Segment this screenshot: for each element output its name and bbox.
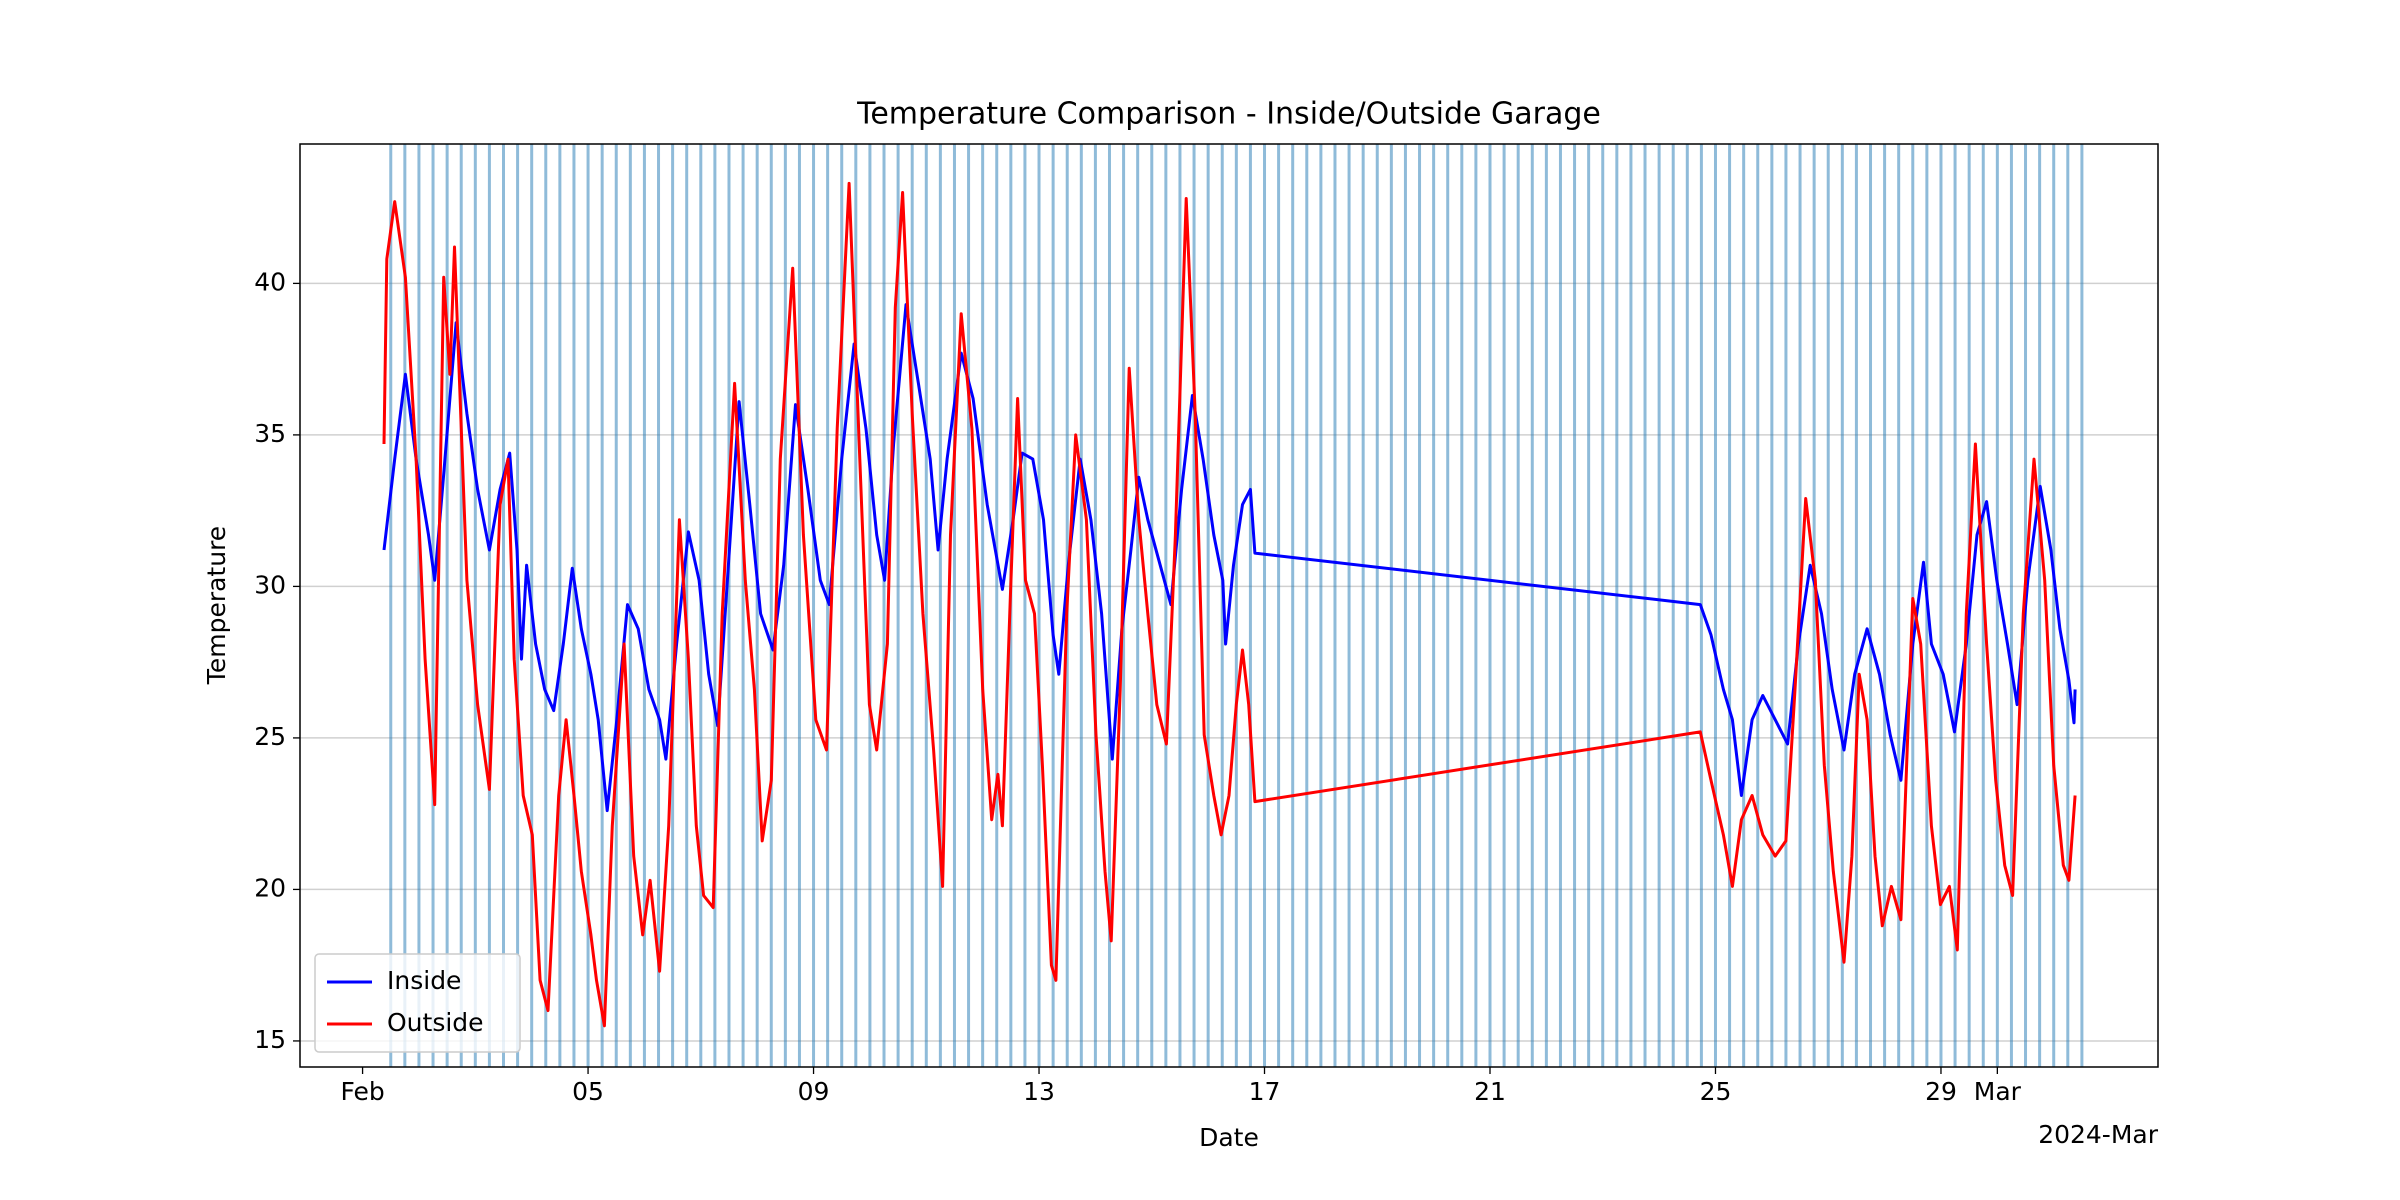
series-line [382, 181, 2077, 1028]
series-line [382, 303, 2077, 813]
y-tick-label: 25 [254, 722, 286, 751]
chart-title: Temperature Comparison - Inside/Outside … [856, 97, 1601, 132]
x-tick-label: 29 [1925, 1077, 1957, 1106]
x-tick-label: 13 [1023, 1077, 1055, 1106]
y-tick-label: 30 [254, 570, 286, 599]
x-tick-label: Feb [340, 1077, 384, 1106]
legend-label: Inside [387, 966, 461, 995]
x-tick-label: Mar [1974, 1077, 2022, 1106]
legend-label: Outside [387, 1008, 484, 1037]
x-tick-label: 25 [1700, 1077, 1732, 1106]
y-tick-label: 40 [254, 267, 286, 296]
x-tick-label: 09 [798, 1077, 830, 1106]
y-tick-label: 15 [254, 1025, 286, 1054]
x-tick-label: 17 [1249, 1077, 1281, 1106]
y-tick-label: 20 [254, 873, 286, 902]
y-tick-label: 35 [254, 419, 286, 448]
x-tick-label: 21 [1474, 1077, 1506, 1106]
x-axis-label: Date [1199, 1123, 1259, 1152]
legend-box [314, 953, 521, 1053]
plot-frame [299, 143, 2159, 1068]
x-tick-label: 05 [572, 1077, 604, 1106]
x-offset-label: 2024-Mar [2038, 1120, 2159, 1149]
y-axis-label: Temperature [202, 526, 231, 685]
